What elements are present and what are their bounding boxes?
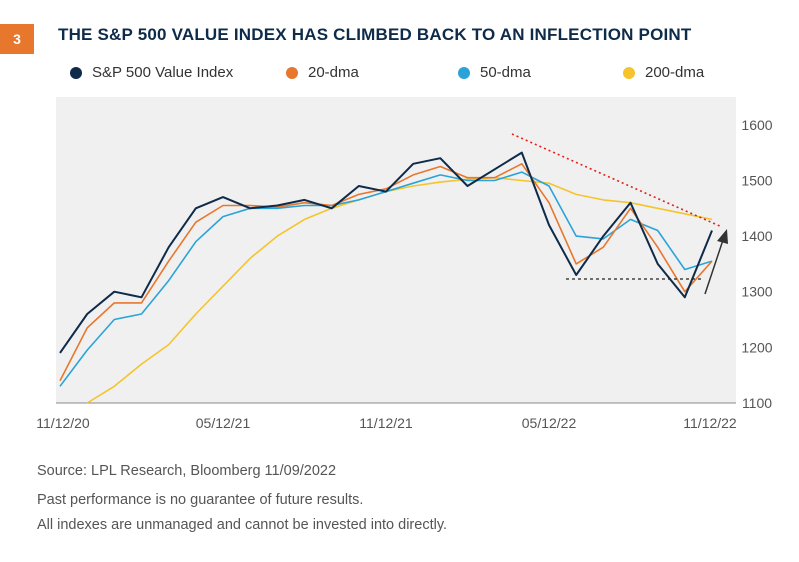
legend: S&P 500 Value Index 20-dma 50-dma 200-dm… bbox=[70, 64, 770, 84]
y-tick-label: 1600 bbox=[741, 117, 772, 133]
up-arrow-icon bbox=[717, 229, 728, 244]
legend-label: 200-dma bbox=[645, 64, 705, 81]
legend-swatch bbox=[286, 66, 298, 79]
disclaimer-indexes: All indexes are unmanaged and cannot be … bbox=[37, 517, 448, 533]
legend-item-value-index: S&P 500 Value Index bbox=[70, 64, 233, 81]
tick-layer: 1100 1200 1300 1400 1500 1600 11/12/20 05/12/21… bbox=[36, 117, 773, 431]
legend-label: 50-dma bbox=[480, 64, 531, 81]
y-tick-label: 1300 bbox=[741, 284, 772, 300]
series-layer bbox=[59, 151, 713, 404]
disclaimer-performance: Past performance is no guarantee of futu… bbox=[37, 492, 364, 508]
downtrend-resistance-line bbox=[511, 133, 723, 228]
y-tick-label: 1100 bbox=[742, 395, 772, 411]
legend-item-20dma: 20-dma bbox=[286, 64, 359, 81]
up-arrow-shaft bbox=[704, 239, 724, 295]
legend-item-50dma: 50-dma bbox=[458, 64, 531, 81]
figure-number-badge: 3 bbox=[0, 24, 34, 54]
source-note: Source: LPL Research, Bloomberg 11/09/20… bbox=[37, 463, 337, 479]
plot-area bbox=[56, 97, 736, 403]
y-tick-label: 1400 bbox=[741, 228, 772, 244]
chart-title: THE S&P 500 VALUE INDEX HAS CLIMBED BACK… bbox=[58, 25, 692, 44]
x-tick-label: 05/12/22 bbox=[522, 415, 577, 431]
legend-swatch bbox=[458, 66, 470, 79]
series-line-s-p-500-value-index bbox=[59, 151, 713, 354]
x-tick-label: 11/12/20 bbox=[36, 415, 90, 431]
x-tick-label: 11/12/22 bbox=[683, 415, 737, 431]
legend-swatch bbox=[623, 66, 635, 79]
x-tick-label: 11/12/21 bbox=[359, 415, 413, 431]
legend-label: 20-dma bbox=[308, 64, 359, 81]
x-tick-label: 05/12/21 bbox=[196, 415, 251, 431]
legend-label: S&P 500 Value Index bbox=[92, 64, 234, 81]
legend-swatch bbox=[70, 66, 82, 79]
y-tick-label: 1200 bbox=[741, 339, 772, 355]
legend-item-200dma: 200-dma bbox=[623, 64, 704, 81]
y-tick-label: 1500 bbox=[741, 172, 772, 188]
series-line-200-dma bbox=[86, 176, 713, 404]
series-line-20-dma bbox=[59, 163, 713, 382]
